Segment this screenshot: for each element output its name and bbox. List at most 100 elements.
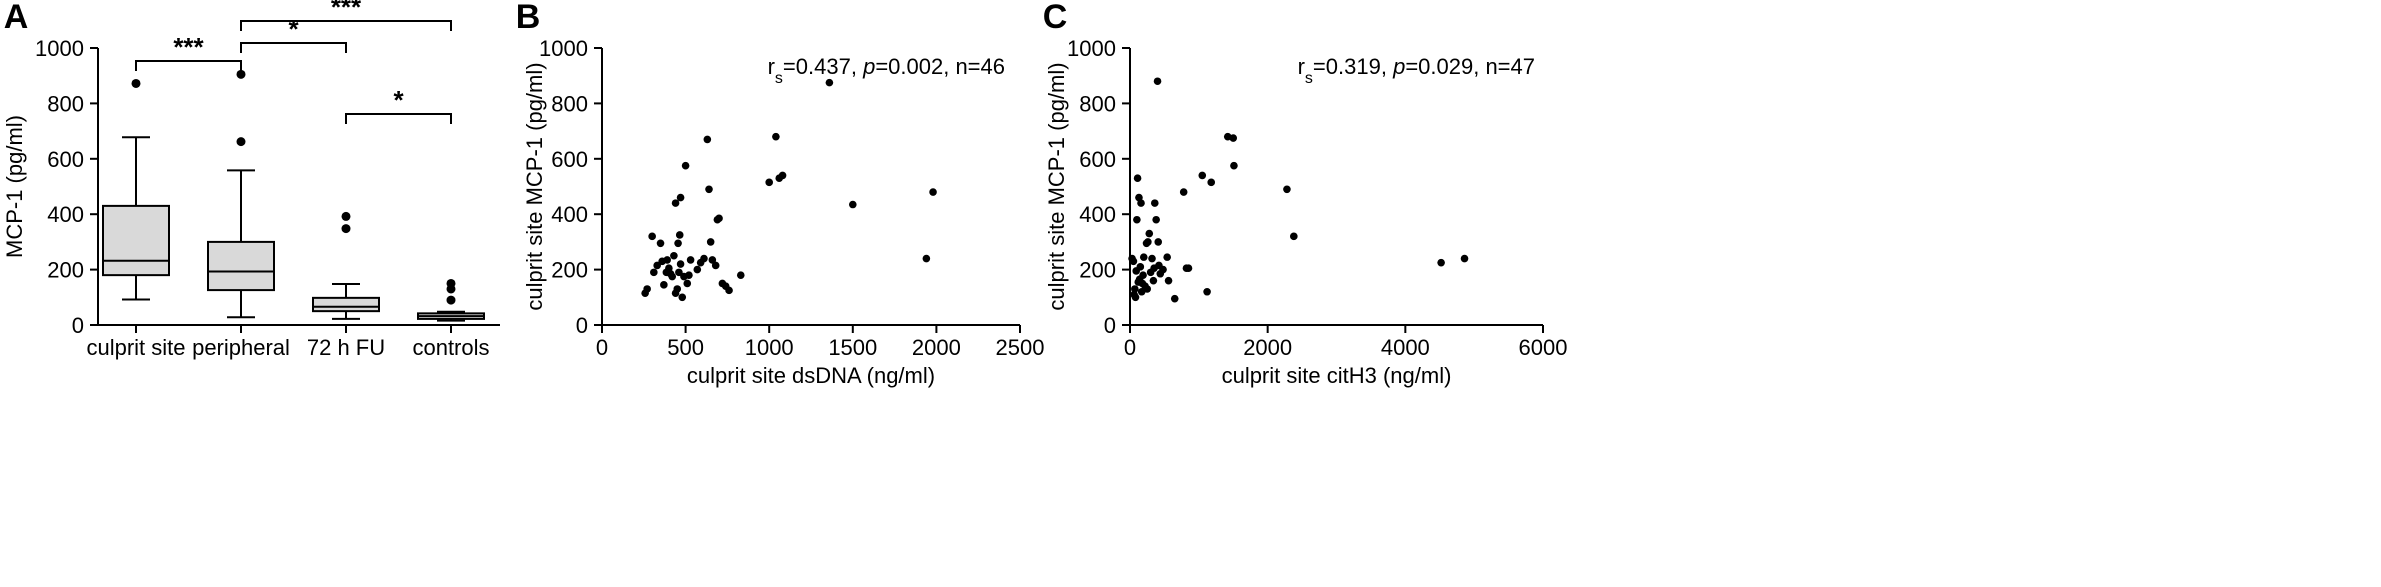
y-tick-label-b: 1000 xyxy=(539,36,588,61)
x-tick-label-b: 1000 xyxy=(745,335,794,360)
scatter-point xyxy=(706,238,715,246)
x-tick-label-b: 0 xyxy=(596,335,608,360)
significance-label: * xyxy=(393,85,404,115)
scatter-point xyxy=(1148,254,1156,263)
x-tick-label-b: 2500 xyxy=(996,335,1045,360)
scatter-point xyxy=(1163,253,1171,261)
y-tick-label-b: 400 xyxy=(551,202,588,227)
scatter-point xyxy=(1229,134,1238,142)
scatter-point xyxy=(1154,238,1163,246)
x-tick-label-c: 6000 xyxy=(1519,335,1568,360)
y-tick-label-a: 200 xyxy=(47,258,84,283)
x-tick-label-b: 1500 xyxy=(828,335,877,360)
x-tick-label-c: 4000 xyxy=(1381,335,1430,360)
scatter-point xyxy=(1460,254,1469,263)
scatter-point xyxy=(1149,276,1158,285)
scatter-point xyxy=(671,199,680,207)
scatter-point xyxy=(1179,188,1188,196)
scatter-point xyxy=(708,256,717,264)
significance-label: * xyxy=(288,14,299,44)
scatter-point xyxy=(1131,293,1140,302)
y-axis-title-c: culprit site MCP-1 (pg/ml) xyxy=(1044,62,1069,310)
y-tick-label-b: 600 xyxy=(551,147,588,172)
scatter-point xyxy=(772,132,780,141)
y-tick-label-c: 600 xyxy=(1079,147,1116,172)
scatter-point xyxy=(675,231,684,239)
scatter-point xyxy=(653,261,661,270)
scatter-point xyxy=(643,285,651,293)
scatter-point xyxy=(668,272,677,281)
annotation-part: r xyxy=(1298,54,1305,79)
scatter-point xyxy=(765,178,773,187)
x-tick-label-b: 500 xyxy=(667,335,704,360)
significance-label: *** xyxy=(331,0,362,22)
y-tick-label-c: 200 xyxy=(1079,258,1116,283)
scatter-point xyxy=(693,265,702,274)
scatter-point xyxy=(1184,264,1193,273)
scatter-point xyxy=(1203,287,1211,296)
scatter-point xyxy=(686,256,695,264)
panel-letter-c: C xyxy=(1043,0,1068,36)
scatter-point xyxy=(922,254,931,263)
scatter-point xyxy=(1170,294,1179,303)
annotation-part: =0.002, n=46 xyxy=(875,54,1005,79)
box-iqr xyxy=(207,240,275,292)
y-tick-label-a: 800 xyxy=(47,91,84,116)
scatter-point xyxy=(705,185,713,194)
annotation-part: =0.319, xyxy=(1313,54,1393,79)
x-category-label: 72 h FU xyxy=(307,335,385,360)
annotation-part: p xyxy=(862,54,875,79)
scatter-point xyxy=(700,254,708,263)
y-tick-label-a: 600 xyxy=(47,147,84,172)
scatter-point xyxy=(683,279,692,288)
outlier-point xyxy=(341,224,351,234)
x-category-label: controls xyxy=(412,335,489,360)
y-axis-title-a: MCP-1 (pg/ml) xyxy=(2,115,27,258)
scatter-point xyxy=(670,251,678,260)
scatter-point xyxy=(778,171,787,180)
scatter-point xyxy=(1150,199,1159,207)
box-iqr xyxy=(102,204,170,277)
scatter-point xyxy=(1145,229,1154,238)
y-tick-label-b: 0 xyxy=(576,313,588,338)
scatter-point xyxy=(685,271,693,279)
outlier-point xyxy=(446,295,456,305)
outlier-point xyxy=(236,137,246,147)
y-axis-title-b: culprit site MCP-1 (pg/ml) xyxy=(522,62,547,310)
scatter-point xyxy=(1144,238,1152,246)
box-iqr xyxy=(312,296,380,313)
significance-bracket xyxy=(345,113,452,124)
scatter-point xyxy=(663,256,672,264)
scatter-point xyxy=(673,285,682,293)
y-tick-label-b: 200 xyxy=(551,258,588,283)
scatter-point xyxy=(1152,215,1160,224)
scatter-point xyxy=(1136,263,1145,271)
panel-letter-a: A xyxy=(4,0,29,36)
scatter-point xyxy=(1133,215,1141,224)
scatter-point xyxy=(660,281,668,289)
scatter-point xyxy=(703,135,712,144)
scatter-point xyxy=(678,293,687,302)
scatter-point xyxy=(1290,232,1298,241)
scatter-point xyxy=(675,268,683,277)
scatter-point xyxy=(725,286,733,295)
scatter-point xyxy=(929,188,937,196)
significance-bracket xyxy=(240,42,347,53)
scatter-point xyxy=(1129,257,1138,266)
y-tick-label-c: 0 xyxy=(1104,313,1116,338)
x-axis-title-c: culprit site citH3 (ng/ml) xyxy=(1222,363,1452,388)
scatter-point xyxy=(1437,258,1445,267)
y-tick-label-a: 0 xyxy=(72,313,84,338)
scatter-point xyxy=(1164,276,1173,285)
significance-bracket xyxy=(240,20,452,31)
scatter-point xyxy=(715,214,723,223)
scatter-point xyxy=(1230,161,1238,170)
annotation-part: =0.029, n=47 xyxy=(1405,54,1535,79)
scatter-point xyxy=(825,78,834,87)
y-tick-label-b: 800 xyxy=(551,91,588,116)
scatter-point xyxy=(656,239,665,248)
scatter-point xyxy=(849,200,857,209)
panel-letter-b: B xyxy=(516,0,541,36)
correlation-annotation-b: rs=0.437, p=0.002, n=46 xyxy=(768,54,1005,87)
